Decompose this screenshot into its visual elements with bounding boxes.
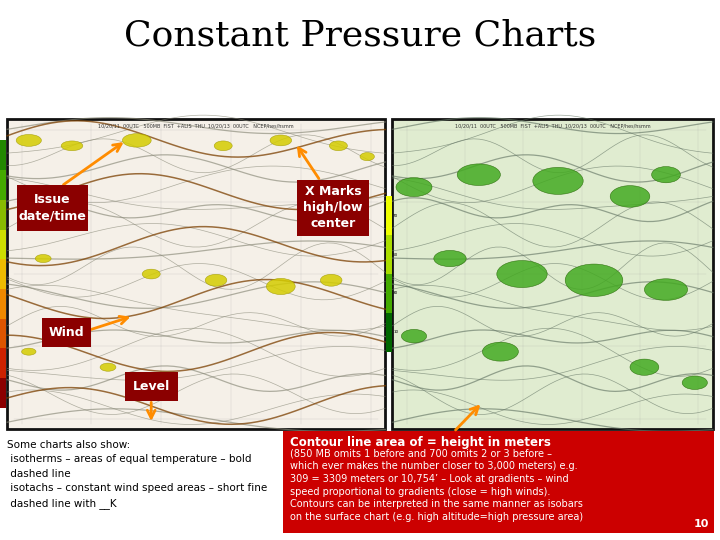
Bar: [386, 235, 392, 274]
Bar: [0, 170, 6, 200]
Text: 50: 50: [393, 253, 398, 256]
Text: Level: Level: [132, 380, 170, 393]
FancyBboxPatch shape: [297, 180, 369, 236]
Bar: [0, 319, 6, 348]
Bar: [0, 289, 6, 319]
Ellipse shape: [611, 186, 649, 207]
Bar: [0, 200, 6, 230]
Ellipse shape: [402, 329, 427, 343]
Text: 30: 30: [393, 292, 398, 295]
Ellipse shape: [565, 264, 623, 296]
Bar: [7, 119, 385, 429]
Ellipse shape: [61, 141, 83, 151]
Ellipse shape: [270, 135, 292, 146]
FancyBboxPatch shape: [42, 318, 91, 347]
FancyBboxPatch shape: [17, 185, 88, 231]
Bar: [392, 119, 713, 429]
Ellipse shape: [266, 278, 295, 294]
Text: Issue
date/time: Issue date/time: [18, 193, 86, 222]
Text: X Marks
high/low
center: X Marks high/low center: [303, 185, 363, 231]
Bar: [7, 119, 385, 429]
Bar: [392, 119, 713, 429]
Text: 70: 70: [393, 214, 398, 218]
Bar: [386, 197, 392, 235]
Text: (850 MB omits 1 before and 700 omits 2 or 3 before –
which ever makes the number: (850 MB omits 1 before and 700 omits 2 o…: [290, 448, 583, 522]
Text: 10/20/11  00UTC   500MB  FIST  +ALIS  THU  10/20/13  00UTC   NCEP/hes/hsmm: 10/20/11 00UTC 500MB FIST +ALIS THU 10/2…: [455, 124, 650, 129]
Text: Some charts also show:
 isotherms – areas of equal temperature – bold
 dashed li: Some charts also show: isotherms – areas…: [7, 440, 267, 509]
Ellipse shape: [630, 359, 659, 375]
Ellipse shape: [360, 152, 374, 161]
Ellipse shape: [396, 178, 432, 197]
Bar: [386, 274, 392, 313]
Ellipse shape: [482, 342, 518, 361]
Ellipse shape: [330, 141, 348, 151]
Ellipse shape: [457, 164, 500, 186]
Text: Wind: Wind: [49, 326, 84, 339]
Ellipse shape: [533, 167, 583, 194]
FancyBboxPatch shape: [283, 431, 714, 533]
Ellipse shape: [644, 279, 688, 300]
Text: 10/20/11  00UTC   500MB  FIST  +ALIS  THU  10/20/13  00UTC   NCEP/hes/hsmm: 10/20/11 00UTC 500MB FIST +ALIS THU 10/2…: [99, 124, 294, 129]
Bar: [0, 378, 6, 408]
Ellipse shape: [215, 141, 232, 151]
Text: 10: 10: [393, 330, 398, 334]
Bar: [0, 259, 6, 289]
Text: 10: 10: [694, 518, 709, 529]
Ellipse shape: [35, 254, 51, 262]
FancyBboxPatch shape: [125, 372, 178, 401]
Ellipse shape: [683, 376, 708, 389]
Ellipse shape: [22, 348, 36, 355]
Ellipse shape: [433, 251, 467, 267]
Bar: [386, 313, 392, 352]
Ellipse shape: [100, 363, 116, 372]
Ellipse shape: [652, 166, 680, 183]
Text: Contour line area of = height in meters: Contour line area of = height in meters: [290, 436, 551, 449]
Bar: [0, 348, 6, 378]
Ellipse shape: [320, 274, 342, 286]
Ellipse shape: [16, 134, 42, 146]
Ellipse shape: [205, 274, 227, 286]
Ellipse shape: [143, 269, 161, 279]
Bar: [0, 140, 6, 170]
Text: Constant Pressure Charts: Constant Pressure Charts: [124, 19, 596, 53]
Bar: [0, 230, 6, 259]
Ellipse shape: [497, 261, 547, 287]
Ellipse shape: [122, 134, 151, 147]
